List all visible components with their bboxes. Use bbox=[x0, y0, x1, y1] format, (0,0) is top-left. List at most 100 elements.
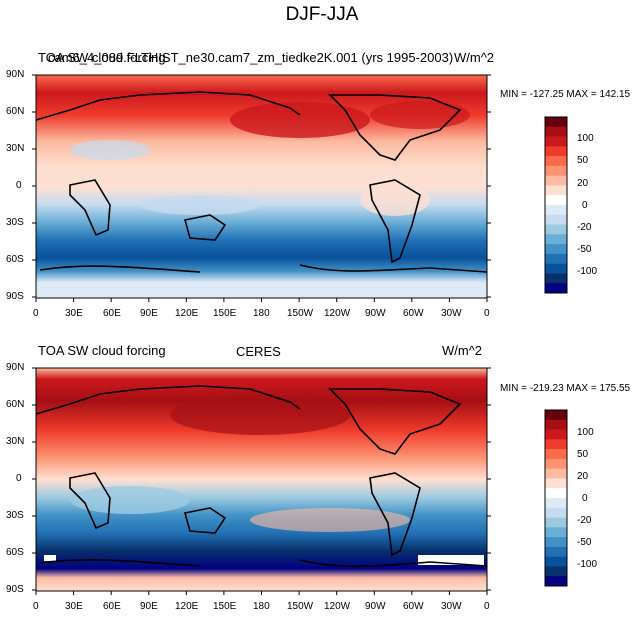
colorbar-swatch bbox=[545, 195, 567, 206]
p1-lat-label: 0 bbox=[16, 180, 22, 191]
panel2-stats: MIN = -219.23 MAX = 175.55 bbox=[500, 383, 631, 394]
p1-lon-label: 120E bbox=[175, 308, 199, 319]
p2-lon-label: 90W bbox=[365, 601, 386, 612]
cb2-label: -50 bbox=[577, 537, 592, 548]
colorbar-swatch bbox=[545, 126, 567, 137]
colorbar-swatch bbox=[545, 165, 567, 176]
colorbar-swatch bbox=[545, 488, 567, 499]
p2-lon-label: 30E bbox=[65, 601, 83, 612]
p2-lat-label: 90S bbox=[6, 584, 24, 595]
colorbar-swatch bbox=[545, 517, 567, 528]
colorbar-swatch bbox=[545, 507, 567, 518]
panel2-center-title: CERES bbox=[236, 344, 281, 359]
cb2-label: 100 bbox=[577, 427, 594, 438]
p2-lat-label: 60N bbox=[6, 399, 25, 410]
colorbar-frame bbox=[544, 116, 568, 294]
cb2-label: -100 bbox=[577, 559, 598, 570]
cb1-label: -50 bbox=[577, 244, 592, 255]
p1-lon-label: 60W bbox=[403, 308, 424, 319]
cb2-label: 50 bbox=[577, 449, 589, 460]
colorbar-swatch bbox=[545, 117, 567, 128]
p1-lat-label: 60N bbox=[6, 106, 25, 117]
colorbar-swatch bbox=[545, 566, 567, 577]
colorbar-swatch bbox=[545, 419, 567, 430]
p1-lon-label: 90W bbox=[365, 308, 386, 319]
colorbar-swatch bbox=[545, 537, 567, 548]
panel1-left-title: TOA SW cloud forcing bbox=[38, 50, 166, 65]
p1-lat-label: 90N bbox=[6, 69, 25, 80]
p2-lat-label: 90N bbox=[6, 362, 25, 373]
colorbar-swatch bbox=[545, 234, 567, 245]
p1-lat-label: 90S bbox=[6, 291, 24, 302]
cb2-label: 0 bbox=[582, 493, 588, 504]
cb1-label: -20 bbox=[577, 222, 592, 233]
p2-lon-label: 0 bbox=[33, 601, 39, 612]
colorbar-swatch bbox=[545, 556, 567, 567]
colorbar-swatch bbox=[545, 214, 567, 225]
p1-lon-label: 30E bbox=[65, 308, 83, 319]
colorbar-swatch bbox=[545, 429, 567, 440]
cb1-label: -100 bbox=[577, 266, 598, 277]
p1-lon-label: 30W bbox=[441, 308, 462, 319]
cb1-label: 0 bbox=[582, 200, 588, 211]
colorbar-swatch bbox=[545, 498, 567, 509]
colorbar-swatch bbox=[545, 468, 567, 479]
colorbar-1 bbox=[544, 116, 568, 294]
p1-lon-label: 180 bbox=[253, 308, 270, 319]
colorbar-swatch bbox=[545, 175, 567, 186]
colorbar-swatch bbox=[545, 224, 567, 235]
colorbar-swatch bbox=[545, 576, 567, 587]
p1-lon-label: 120W bbox=[324, 308, 351, 319]
p1-lon-label: 90E bbox=[140, 308, 158, 319]
p2-lon-label: 60E bbox=[103, 601, 121, 612]
colorbar-swatch bbox=[545, 273, 567, 284]
colorbar-swatch bbox=[545, 478, 567, 489]
panel1-stats: MIN = -127.25 MAX = 142.15 bbox=[500, 89, 631, 100]
p2-lat-label: 60S bbox=[6, 547, 24, 558]
p2-lon-label: 30W bbox=[441, 601, 462, 612]
p2-lon-label: 180 bbox=[253, 601, 270, 612]
p1-lat-label: 30N bbox=[6, 143, 25, 154]
colorbar-swatch bbox=[545, 283, 567, 294]
cb1-label: 50 bbox=[577, 155, 589, 166]
colorbar-swatch bbox=[545, 185, 567, 196]
colorbar-swatch bbox=[545, 253, 567, 264]
p1-lon-label: 150W bbox=[287, 308, 314, 319]
p2-lat-label: 30N bbox=[6, 436, 25, 447]
p2-lon-label: 120W bbox=[324, 601, 351, 612]
panel2-left-title: TOA SW cloud forcing bbox=[38, 343, 166, 358]
colorbar-swatch bbox=[545, 439, 567, 450]
p1-lat-label: 60S bbox=[6, 254, 24, 265]
colorbar-frame bbox=[544, 409, 568, 587]
p1-lon-label: 0 bbox=[484, 308, 490, 319]
p2-lon-label: 60W bbox=[403, 601, 424, 612]
colorbar-swatch bbox=[545, 156, 567, 167]
panel1-center-title: cam6_4_089.FLTHIST_ne30.cam7_zm_tiedke2K… bbox=[48, 50, 454, 65]
cb1-label: 20 bbox=[577, 178, 589, 189]
colorbar-swatch bbox=[545, 527, 567, 538]
p2-lon-label: 150W bbox=[287, 601, 314, 612]
p2-lon-label: 90E bbox=[140, 601, 158, 612]
panel1-units: W/m^2 bbox=[454, 50, 495, 65]
p1-lon-label: 150E bbox=[213, 308, 237, 319]
p2-lon-label: 150E bbox=[213, 601, 237, 612]
p2-lon-label: 120E bbox=[175, 601, 199, 612]
colorbar-swatch bbox=[545, 205, 567, 216]
p1-lon-label: 0 bbox=[33, 308, 39, 319]
colorbar-2 bbox=[544, 409, 568, 587]
p2-lat-label: 0 bbox=[16, 473, 22, 484]
cb1-label: 100 bbox=[577, 133, 594, 144]
colorbar-swatch bbox=[545, 546, 567, 557]
colorbar-swatch bbox=[545, 458, 567, 469]
colorbar-swatch bbox=[545, 136, 567, 147]
cb2-label: -20 bbox=[577, 515, 592, 526]
colorbar-swatch bbox=[545, 244, 567, 255]
p2-lon-label: 0 bbox=[484, 601, 490, 612]
p1-lat-label: 30S bbox=[6, 217, 24, 228]
colorbar-swatch bbox=[545, 146, 567, 157]
panel2-units: W/m^2 bbox=[442, 343, 483, 358]
figure-title: DJF-JJA bbox=[285, 4, 359, 25]
colorbar-swatch bbox=[545, 410, 567, 421]
colorbar-swatch bbox=[545, 263, 567, 274]
p2-lat-label: 30S bbox=[6, 510, 24, 521]
